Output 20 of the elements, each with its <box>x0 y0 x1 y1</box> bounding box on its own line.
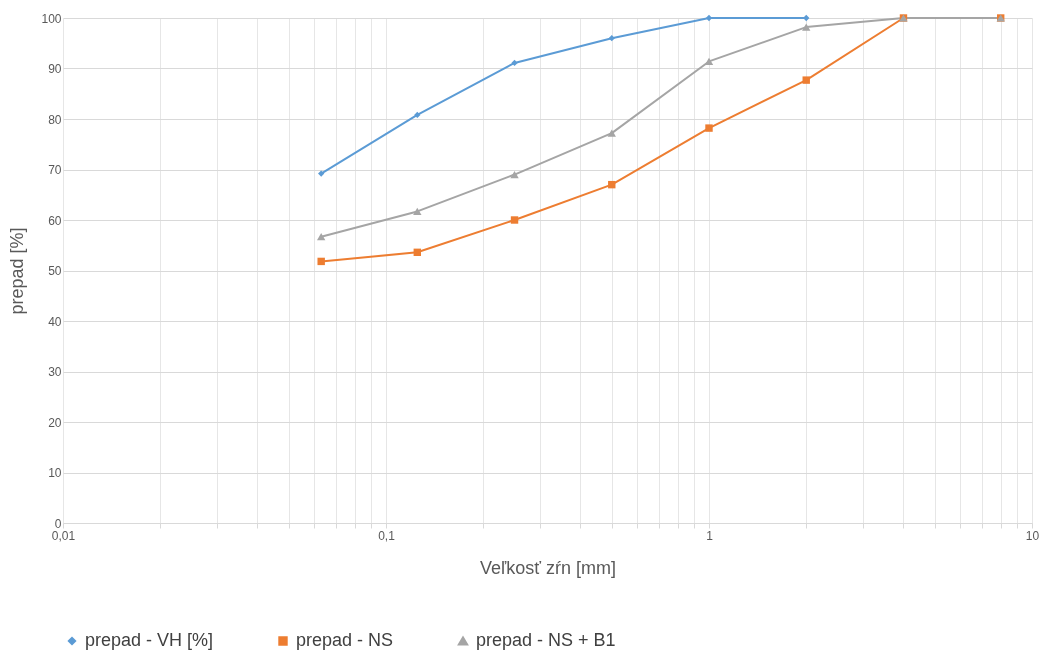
y-tick-label: 80 <box>48 112 62 127</box>
y-tick-label: 20 <box>48 415 62 430</box>
legend-label: prepad - VH [%] <box>85 630 214 650</box>
y-tick-label: 50 <box>48 264 62 278</box>
legend-label: prepad - NS <box>296 630 394 650</box>
y-axis-title: prepad [%] <box>7 227 28 315</box>
y-tick-label: 100 <box>41 11 62 26</box>
legend-label: prepad - NS + B1 <box>476 630 616 650</box>
x-axis-title: Veľkosť zŕn [mm] <box>479 557 617 578</box>
x-tick-label: 10 <box>1025 528 1040 543</box>
x-tick-label: 1 <box>706 528 714 543</box>
y-tick-label: 90 <box>48 62 62 76</box>
y-tick-label: 70 <box>48 163 62 177</box>
y-tick-label: 0 <box>54 516 62 531</box>
y-tick-label: 40 <box>48 314 62 329</box>
y-tick-label: 10 <box>48 466 62 480</box>
y-tick-label: 30 <box>48 365 62 379</box>
x-tick-label: 0,1 <box>378 528 396 543</box>
y-tick-label: 60 <box>48 213 62 228</box>
x-tick-label: 0,01 <box>51 528 76 543</box>
